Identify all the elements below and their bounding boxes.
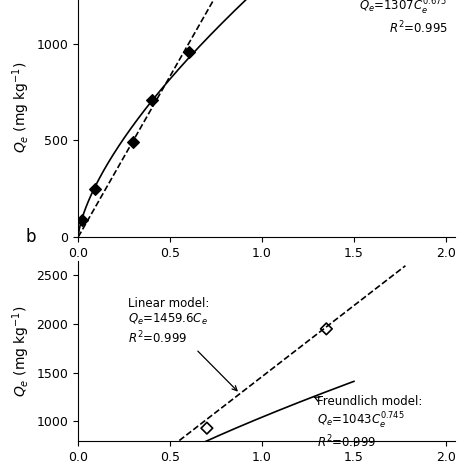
Point [91, 185, 99, 192]
X-axis label: $C_e$ (mg L$^{-1}$): $C_e$ (mg L$^{-1}$) [226, 265, 307, 287]
Point [323, 325, 330, 333]
Y-axis label: $Q_e$ (mg kg$^{-1}$): $Q_e$ (mg kg$^{-1}$) [11, 305, 32, 397]
Y-axis label: $Q_e$ (mg kg$^{-1}$): $Q_e$ (mg kg$^{-1}$) [11, 61, 32, 153]
Text: Linear model:
$Q_e$=1459.6$C_e$
$R^2$=0.999: Linear model: $Q_e$=1459.6$C_e$ $R^2$=0.… [128, 297, 237, 391]
Point [129, 138, 137, 146]
Point [78, 216, 86, 223]
Point [148, 96, 155, 104]
Text: Freundlich model:
$Q_e$=1043$C_e^{0.745}$
$R^2$=0.999: Freundlich model: $Q_e$=1043$C_e^{0.745}… [314, 395, 422, 450]
Text: Freundlich model:
$Q_e$=1307$C_e^{0.675}$
$R^2$=0.995: Freundlich model: $Q_e$=1307$C_e^{0.675}… [342, 0, 447, 36]
Text: b: b [26, 228, 36, 246]
Point [203, 424, 210, 432]
Point [185, 48, 192, 55]
